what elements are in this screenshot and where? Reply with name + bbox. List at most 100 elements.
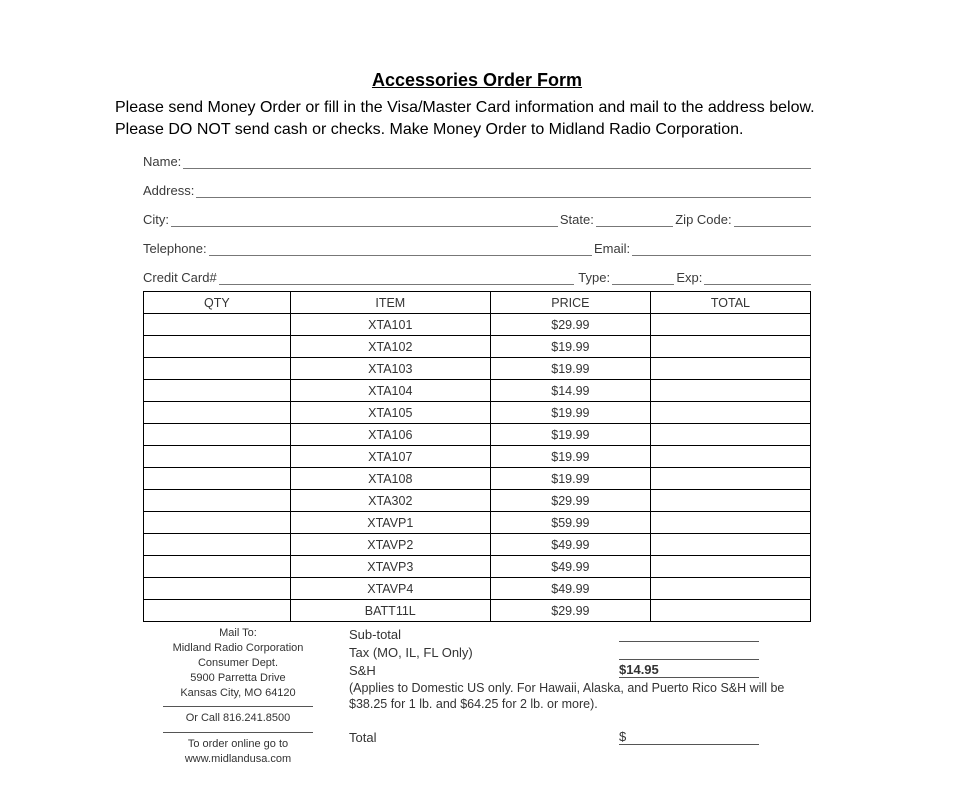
col-item: ITEM [290, 292, 490, 314]
sh-note: (Applies to Domestic US only. For Hawaii… [349, 680, 811, 713]
city-input-line[interactable] [171, 213, 558, 227]
total-cell[interactable] [650, 314, 810, 336]
qty-cell[interactable] [144, 578, 291, 600]
type-input-line[interactable] [612, 271, 674, 285]
item-cell: BATT11L [290, 600, 490, 622]
name-input-line[interactable] [183, 155, 811, 169]
total-cell[interactable] [650, 468, 810, 490]
price-cell: $19.99 [490, 358, 650, 380]
price-cell: $49.99 [490, 556, 650, 578]
qty-cell[interactable] [144, 468, 291, 490]
col-qty: QTY [144, 292, 291, 314]
subtotal-line[interactable] [619, 626, 759, 642]
price-cell: $29.99 [490, 490, 650, 512]
table-row: XTA103$19.99 [144, 358, 811, 380]
table-row: XTA102$19.99 [144, 336, 811, 358]
item-cell: XTA108 [290, 468, 490, 490]
item-cell: XTA106 [290, 424, 490, 446]
total-cell[interactable] [650, 402, 810, 424]
item-cell: XTAVP4 [290, 578, 490, 600]
col-total: TOTAL [650, 292, 810, 314]
intro-text: Please send Money Order or fill in the V… [115, 97, 839, 140]
table-row: XTA107$19.99 [144, 446, 811, 468]
total-cell[interactable] [650, 512, 810, 534]
qty-cell[interactable] [144, 556, 291, 578]
footer: Mail To: Midland Radio Corporation Consu… [115, 622, 839, 767]
exp-label: Exp: [674, 270, 704, 285]
cc-label: Credit Card# [143, 270, 219, 285]
total-cell[interactable] [650, 424, 810, 446]
price-cell: $14.99 [490, 380, 650, 402]
table-row: XTA108$19.99 [144, 468, 811, 490]
form-title: Accessories Order Form [115, 70, 839, 91]
summary-block: Sub-total Tax (MO, IL, FL Only) S&H $14.… [343, 626, 811, 767]
price-cell: $29.99 [490, 314, 650, 336]
total-cell[interactable] [650, 358, 810, 380]
order-table: QTY ITEM PRICE TOTAL XTA101$29.99XTA102$… [143, 291, 811, 622]
price-cell: $29.99 [490, 600, 650, 622]
item-cell: XTAVP1 [290, 512, 490, 534]
qty-cell[interactable] [144, 402, 291, 424]
state-input-line[interactable] [596, 213, 673, 227]
qty-cell[interactable] [144, 490, 291, 512]
mail-to-block: Mail To: Midland Radio Corporation Consu… [143, 626, 343, 767]
telephone-input-line[interactable] [209, 242, 592, 256]
divider [163, 706, 313, 707]
qty-cell[interactable] [144, 534, 291, 556]
tax-line[interactable] [619, 644, 759, 660]
dollar-prefix: $ [619, 729, 626, 744]
qty-cell[interactable] [144, 600, 291, 622]
telephone-label: Telephone: [143, 241, 209, 256]
table-row: XTA302$29.99 [144, 490, 811, 512]
qty-cell[interactable] [144, 314, 291, 336]
customer-fields: Name: Address: City: State: Zip Code: Te… [115, 154, 839, 285]
total-cell[interactable] [650, 600, 810, 622]
cc-input-line[interactable] [219, 271, 575, 285]
subtotal-label: Sub-total [349, 627, 619, 642]
total-cell[interactable] [650, 534, 810, 556]
item-cell: XTA104 [290, 380, 490, 402]
total-cell[interactable] [650, 490, 810, 512]
item-cell: XTAVP3 [290, 556, 490, 578]
address-input-line[interactable] [196, 184, 811, 198]
total-cell[interactable] [650, 578, 810, 600]
table-row: XTAVP3$49.99 [144, 556, 811, 578]
item-cell: XTA107 [290, 446, 490, 468]
mail-line3: 5900 Parretta Drive [143, 671, 333, 686]
table-row: XTA105$19.99 [144, 402, 811, 424]
total-line[interactable]: $ [619, 729, 759, 745]
total-cell[interactable] [650, 380, 810, 402]
table-row: XTAVP4$49.99 [144, 578, 811, 600]
item-cell: XTA105 [290, 402, 490, 424]
qty-cell[interactable] [144, 424, 291, 446]
email-input-line[interactable] [632, 242, 811, 256]
qty-cell[interactable] [144, 512, 291, 534]
exp-input-line[interactable] [704, 271, 811, 285]
sh-label: S&H [349, 663, 619, 678]
total-cell[interactable] [650, 446, 810, 468]
qty-cell[interactable] [144, 446, 291, 468]
qty-cell[interactable] [144, 358, 291, 380]
price-cell: $19.99 [490, 336, 650, 358]
mail-line4: Kansas City, MO 64120 [143, 686, 333, 701]
mail-line2: Consumer Dept. [143, 656, 333, 671]
price-cell: $49.99 [490, 534, 650, 556]
zip-label: Zip Code: [673, 212, 733, 227]
table-row: XTAVP2$49.99 [144, 534, 811, 556]
sh-value: $14.95 [619, 662, 759, 678]
order-form-page: Accessories Order Form Please send Money… [0, 0, 954, 807]
qty-cell[interactable] [144, 336, 291, 358]
table-row: XTA104$14.99 [144, 380, 811, 402]
mail-call: Or Call 816.241.8500 [143, 711, 333, 726]
price-cell: $59.99 [490, 512, 650, 534]
table-row: XTAVP1$59.99 [144, 512, 811, 534]
total-cell[interactable] [650, 336, 810, 358]
table-row: XTA101$29.99 [144, 314, 811, 336]
qty-cell[interactable] [144, 380, 291, 402]
price-cell: $49.99 [490, 578, 650, 600]
total-cell[interactable] [650, 556, 810, 578]
type-label: Type: [574, 270, 612, 285]
item-cell: XTA102 [290, 336, 490, 358]
zip-input-line[interactable] [734, 213, 811, 227]
col-price: PRICE [490, 292, 650, 314]
